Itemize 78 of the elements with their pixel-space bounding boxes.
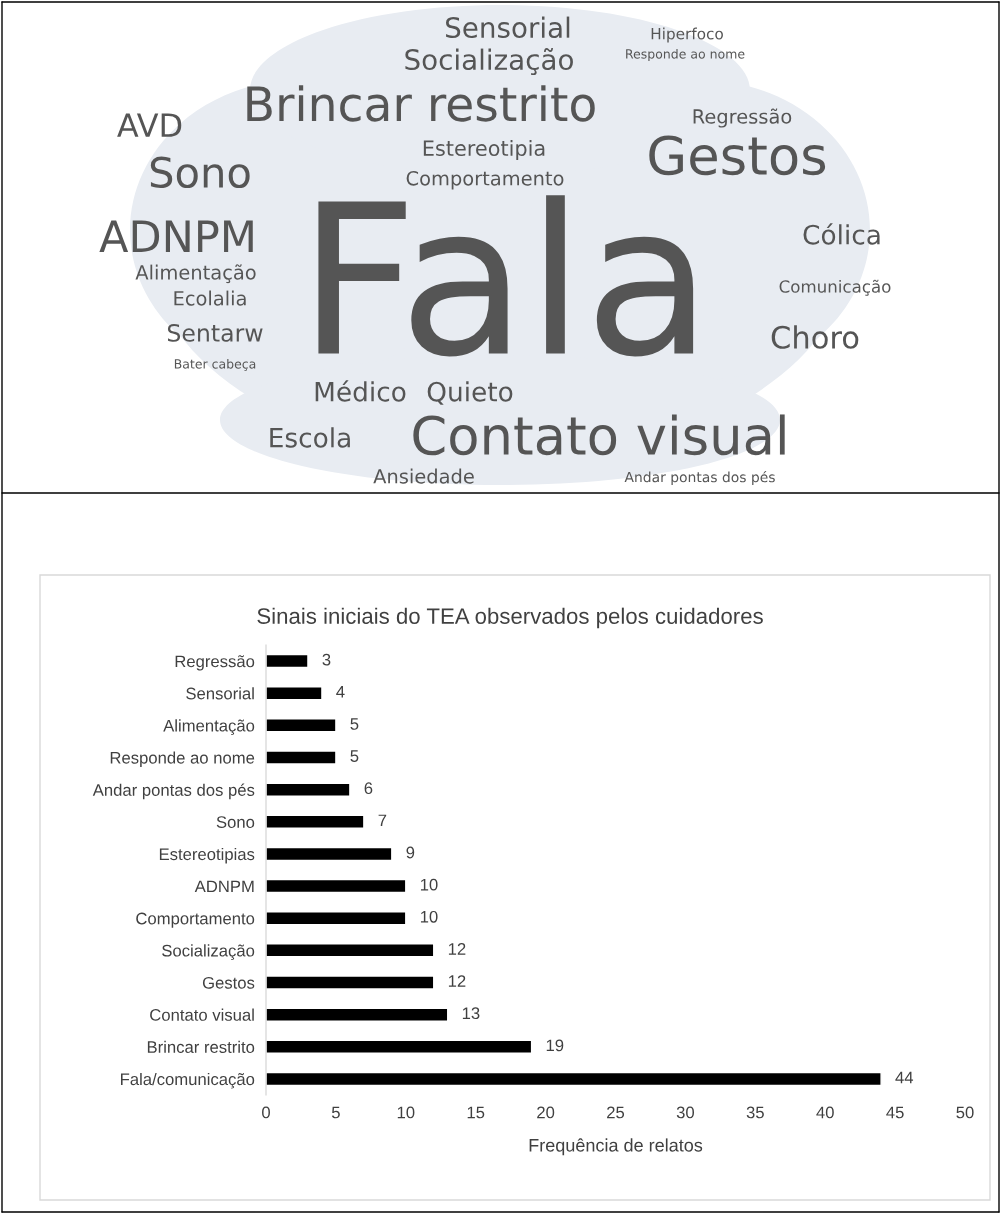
y-tick-label: Responde ao nome: [110, 751, 255, 767]
data-label: 44: [895, 1071, 914, 1084]
bar: [266, 782, 351, 797]
x-tick-label: 45: [886, 1106, 904, 1119]
bar: [266, 846, 393, 862]
text: Gestos: [649, 135, 826, 176]
data-label: 10: [420, 910, 438, 923]
x-tick-label: 0: [262, 1106, 270, 1119]
text: Sensorial: [445, 16, 570, 39]
data-label: 10: [420, 878, 438, 891]
text: Socialização: [405, 48, 573, 76]
text: Quieto: [427, 381, 513, 405]
x-tick-label: 25: [607, 1106, 625, 1119]
data-label: 12: [448, 943, 466, 955]
text: Regressão: [693, 108, 792, 128]
x-tick-label: 20: [537, 1106, 555, 1119]
x-tick-label: 35: [746, 1106, 764, 1119]
y-tick-label: Comportamento: [136, 912, 255, 928]
chart-title: Sinais iniciais do TEA observados pelos cuidadores: [257, 607, 763, 629]
y-tick-label: Gestos: [202, 976, 255, 989]
bar: [266, 1007, 449, 1022]
text: Hiperfoco: [651, 27, 723, 43]
bar: [266, 911, 407, 926]
text: Estereotipia: [423, 139, 545, 161]
text: Comunicação: [779, 279, 891, 296]
bar: [266, 975, 435, 990]
text: Comportamento: [406, 170, 564, 190]
data-label: 6: [364, 782, 373, 795]
bar: [266, 718, 337, 733]
y-tick-label: Sensorial: [186, 687, 254, 700]
text: Sentarw: [167, 323, 263, 342]
y-tick-label: Contato visual: [150, 1008, 254, 1021]
data-label: 7: [378, 814, 387, 827]
x-tick-label: 50: [956, 1106, 974, 1119]
text: Ansiedade: [373, 468, 474, 484]
bar: [266, 1039, 533, 1054]
text: Choro: [771, 325, 859, 349]
bar: [266, 814, 365, 829]
text: Fala: [318, 195, 694, 357]
y-tick-label: ADNPM: [194, 880, 254, 893]
text: Bater cabeça: [174, 358, 256, 371]
x-tick-label: 5: [331, 1106, 340, 1119]
data-label: 19: [546, 1039, 564, 1052]
text: Responde ao nome: [626, 48, 745, 62]
text: Médico: [315, 380, 406, 402]
text: Andar pontas dos pés: [624, 471, 775, 485]
text: Contato visual: [413, 414, 785, 456]
data-label: 12: [448, 975, 466, 987]
data-label: 9: [406, 846, 415, 859]
y-tick-label: Sono: [216, 816, 255, 828]
bar: [266, 943, 435, 958]
data-label: 4: [336, 686, 345, 698]
data-label: 5: [350, 750, 359, 762]
y-tick-label: Fala/comunicação: [121, 1072, 255, 1089]
x-axis-title: Frequência de relatos: [529, 1138, 703, 1156]
x-tick-label: 30: [676, 1106, 695, 1119]
bar: [266, 1071, 882, 1087]
bar: [266, 878, 407, 894]
x-tick-label: 10: [397, 1106, 415, 1119]
y-tick-label: Brincar restrito: [147, 1040, 255, 1053]
data-label: 5: [350, 718, 359, 730]
bar: [266, 750, 337, 765]
x-tick-label: 40: [816, 1106, 834, 1119]
y-tick-label: Andar pontas dos pés: [92, 783, 255, 800]
y-tick-label: Alimentação: [163, 719, 255, 735]
text: Brincar restrito: [247, 85, 595, 122]
bar: [266, 653, 309, 669]
text: Ecolalia: [174, 290, 246, 306]
y-tick-label: Estereotipias: [159, 847, 255, 864]
y-tick-label: Regressão: [175, 655, 255, 671]
data-label: 3: [322, 653, 331, 666]
data-label: 13: [462, 1007, 480, 1020]
bar: [266, 686, 323, 701]
text: AVD: [117, 113, 182, 137]
text: Cólica: [803, 223, 880, 245]
y-tick-label: Socialização: [162, 944, 255, 960]
text: Escola: [270, 427, 350, 448]
x-tick-label: 15: [467, 1106, 485, 1119]
